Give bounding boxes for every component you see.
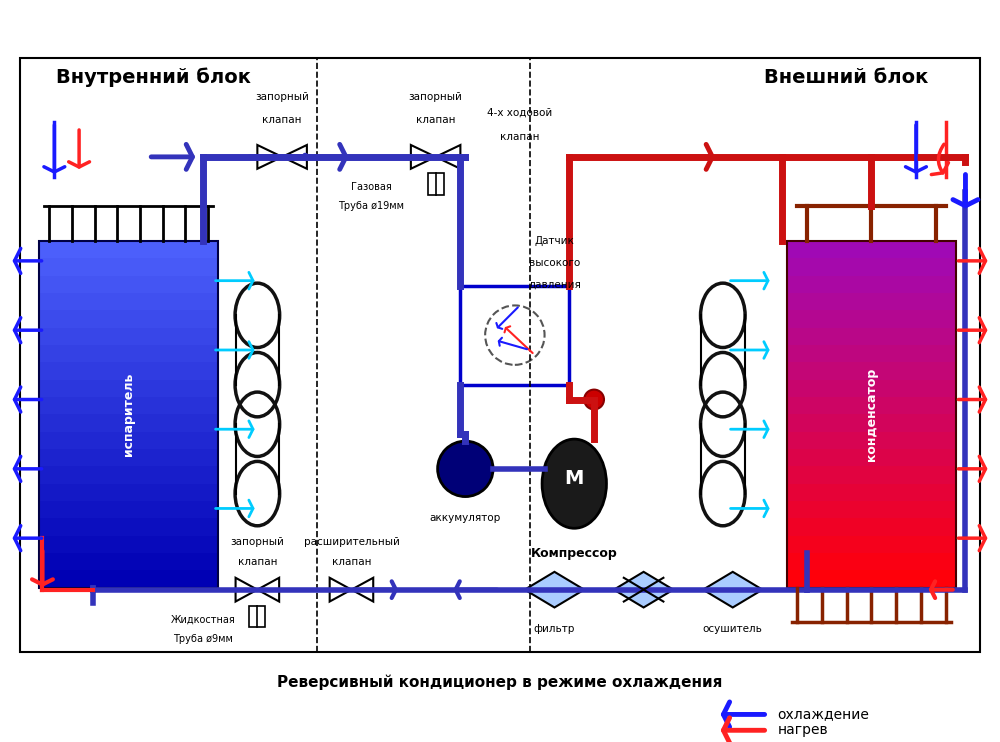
Circle shape [584,390,604,410]
Polygon shape [39,258,218,276]
Polygon shape [39,362,218,380]
Text: аккумулятор: аккумулятор [430,513,501,523]
Polygon shape [436,145,460,168]
Polygon shape [787,467,956,484]
Text: Труба ø9мм: Труба ø9мм [173,634,233,644]
Text: высокого: высокого [529,257,580,268]
Text: Газовая: Газовая [351,182,392,191]
Text: нагрев: нагрев [777,723,828,738]
Polygon shape [39,449,218,467]
Polygon shape [39,293,218,310]
Polygon shape [39,501,218,519]
Polygon shape [39,328,218,345]
Polygon shape [39,519,218,536]
Text: Труба ø19мм: Труба ø19мм [338,201,404,211]
Polygon shape [787,276,956,293]
Polygon shape [39,414,218,432]
Text: клапан: клапан [262,115,302,125]
Ellipse shape [542,439,606,528]
Polygon shape [787,414,956,432]
Text: фильтр: фильтр [534,624,575,634]
Text: Жидкостная: Жидкостная [171,614,235,625]
Polygon shape [787,362,956,380]
Polygon shape [330,578,351,602]
Polygon shape [787,328,956,345]
Polygon shape [703,572,762,608]
Bar [428,173,444,194]
Polygon shape [39,310,218,328]
Text: клапан: клапан [416,115,455,125]
Polygon shape [39,553,218,571]
Text: осушитель: осушитель [703,624,763,634]
Polygon shape [787,241,956,258]
Polygon shape [787,571,956,588]
Text: 4-х ходовой: 4-х ходовой [487,108,552,117]
Bar [249,605,265,627]
Polygon shape [787,536,956,553]
Polygon shape [39,380,218,397]
Polygon shape [236,578,257,602]
Polygon shape [787,380,956,397]
Text: запорный: запорный [255,93,309,102]
Polygon shape [525,572,584,608]
Text: запорный: запорный [230,537,284,547]
Text: конденсатор: конденсатор [865,368,878,461]
Polygon shape [39,467,218,484]
Polygon shape [787,484,956,501]
Polygon shape [282,145,307,168]
Polygon shape [787,397,956,414]
Polygon shape [39,276,218,293]
Polygon shape [614,572,673,608]
Text: испаритель: испаритель [122,372,135,456]
Polygon shape [787,432,956,449]
Polygon shape [39,484,218,501]
Text: Внешний блок: Внешний блок [764,68,929,87]
Text: Датчик: Датчик [535,236,574,246]
Polygon shape [787,345,956,362]
Text: Внутренний блок: Внутренний блок [56,68,251,88]
Polygon shape [257,578,279,602]
Text: охлаждение: охлаждение [777,707,869,721]
Text: запорный: запорный [409,93,463,102]
Polygon shape [787,553,956,571]
Text: клапан: клапан [238,557,277,567]
Polygon shape [411,145,436,168]
Polygon shape [39,536,218,553]
Polygon shape [39,571,218,588]
Polygon shape [787,258,956,276]
Circle shape [438,441,493,496]
Polygon shape [787,310,956,328]
Text: Реверсивный кондиционер в режиме охлаждения: Реверсивный кондиционер в режиме охлажде… [277,674,723,689]
Text: клапан: клапан [500,132,540,142]
Text: M: M [565,469,584,488]
Polygon shape [39,432,218,449]
Polygon shape [787,293,956,310]
Polygon shape [257,145,282,168]
Polygon shape [39,241,218,258]
Polygon shape [787,449,956,467]
Text: давления: давления [528,280,581,289]
Polygon shape [787,501,956,519]
Polygon shape [351,578,373,602]
Polygon shape [39,345,218,362]
Polygon shape [787,519,956,536]
Text: Компрессор: Компрессор [531,547,618,559]
Text: расширительный: расширительный [304,537,399,547]
Text: клапан: клапан [332,557,371,567]
Polygon shape [39,397,218,414]
